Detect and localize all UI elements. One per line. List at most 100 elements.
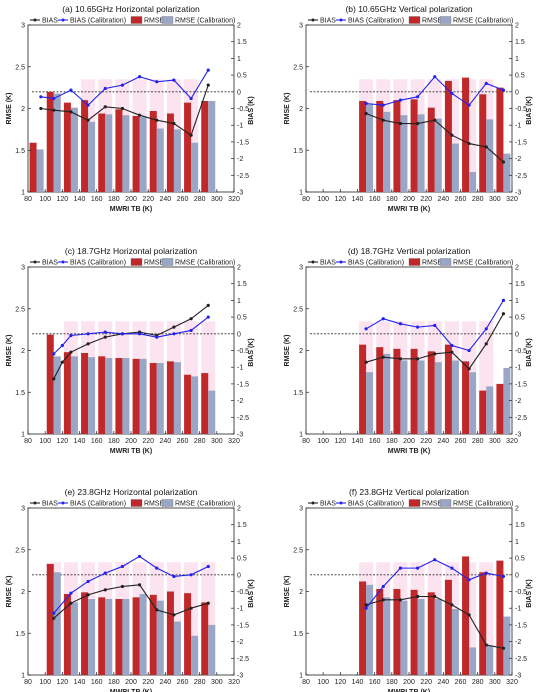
- x-tick-label: 300: [211, 196, 223, 203]
- rmse-cal-bar: [208, 100, 216, 192]
- bias-cal-point: [433, 75, 437, 79]
- rmse-cal-bar: [139, 594, 147, 675]
- bias-point: [86, 342, 90, 346]
- bias-point: [415, 357, 420, 361]
- bias-point: [52, 616, 56, 620]
- bias-point: [484, 145, 488, 149]
- rmse-bar: [496, 383, 504, 434]
- y2-tick-label: -1.5: [515, 622, 527, 629]
- x-axis-label: MWRI TB (K): [110, 689, 152, 692]
- rmse-cal-bar: [53, 572, 61, 675]
- bias-point: [189, 606, 193, 610]
- bias-point: [501, 646, 506, 650]
- bias-cal-point: [120, 564, 125, 569]
- bias-cal-point: [69, 591, 73, 595]
- rmse-cal-bar: [417, 114, 425, 192]
- rmse-cal-bar: [156, 128, 164, 192]
- rmse-cal-bar: [503, 153, 511, 192]
- x-tick-label: 240: [159, 196, 171, 203]
- bias-cal-point: [206, 564, 210, 569]
- bias-point: [69, 601, 73, 605]
- y2-tick-label: 2: [237, 23, 241, 30]
- bias-cal-point: [120, 332, 125, 336]
- rmse-bar: [81, 353, 89, 434]
- x-tick-label: 80: [24, 438, 32, 445]
- bias-point: [69, 350, 73, 354]
- y-tick-label: 2.5: [293, 306, 303, 313]
- rmse-bar: [427, 351, 435, 434]
- x-tick-label: 200: [403, 438, 415, 445]
- y2-axis-label: BIAS (K): [526, 96, 533, 124]
- bias-point: [415, 121, 420, 126]
- y2-axis-label: BIAS (K): [248, 338, 255, 366]
- legend-marker: [339, 501, 343, 505]
- x-tick-label: 320: [228, 438, 240, 445]
- rmse-bar: [427, 107, 435, 192]
- rmse-bar: [132, 597, 140, 675]
- bias-point: [172, 325, 176, 329]
- rmse-cal-bar: [70, 602, 78, 675]
- legend-marker: [61, 18, 65, 22]
- bias-point: [103, 588, 107, 592]
- y2-tick-label: 0.5: [515, 556, 525, 563]
- rmse-cal-bar: [486, 645, 494, 675]
- bias-point: [120, 584, 125, 589]
- rmse-bar: [184, 102, 192, 192]
- rmse-cal-bar: [469, 372, 477, 434]
- rmse-cal-bar: [70, 356, 78, 434]
- y2-axis-label: BIAS (K): [526, 579, 533, 607]
- rmse-bar: [115, 599, 123, 675]
- y2-tick-label: -2: [237, 156, 243, 163]
- y2-tick-label: 1: [515, 539, 519, 546]
- rmse-bar: [444, 80, 452, 192]
- rmse-cal-bar: [417, 360, 425, 434]
- x-tick-label: 80: [24, 679, 32, 686]
- rmse-cal-bar: [36, 149, 44, 192]
- y2-tick-label: 1: [237, 539, 241, 546]
- x-tick-label: 320: [228, 196, 240, 203]
- x-tick-label: 320: [506, 679, 518, 686]
- x-tick-label: 240: [159, 438, 171, 445]
- legend: BIAS BIAS (Calibration) RMSE RMSE (Calibrat…: [308, 258, 513, 267]
- y2-tick-label: -2: [515, 156, 521, 163]
- bias-point: [103, 335, 107, 339]
- y-axis-label: RMSE (K): [284, 93, 291, 125]
- y2-tick-label: 1: [515, 298, 519, 305]
- bias-point: [381, 118, 385, 122]
- bias-line: [53, 584, 209, 619]
- bias-cal-point: [86, 103, 90, 107]
- rmse-bar: [184, 374, 192, 434]
- bias-cal-point: [39, 95, 43, 99]
- y2-tick-label: 0: [237, 331, 241, 338]
- x-tick-label: 180: [108, 438, 120, 445]
- legend-box-swatch: [408, 258, 421, 266]
- bias-cal-point: [86, 332, 90, 336]
- bias-cal-point: [155, 80, 159, 84]
- y2-axis-label: BIAS (K): [248, 96, 255, 124]
- bias-point: [206, 601, 210, 605]
- bias-point: [381, 355, 385, 359]
- bias-cal-point: [467, 578, 471, 582]
- bias-cal-point: [415, 95, 420, 99]
- y-tick-label: 2: [299, 589, 303, 596]
- rmse-bar: [149, 363, 157, 434]
- y-tick-label: 2: [21, 589, 25, 596]
- legend-box-swatch: [439, 16, 452, 24]
- legend-box-swatch: [439, 258, 452, 266]
- bias-cal-point: [172, 78, 176, 82]
- y-tick-label: 3: [21, 506, 25, 513]
- bias-point: [364, 111, 368, 116]
- rmse-bar: [115, 358, 123, 434]
- y2-tick-label: -1: [237, 123, 243, 130]
- rmse-cal-bar: [417, 599, 425, 675]
- bias-point: [450, 350, 454, 354]
- panel-e: 80 100 120 140 160 180 200 220 240 260 280 300 32011…: [6, 487, 255, 692]
- bias-cal-point: [467, 348, 471, 353]
- rmse-cal-bar: [88, 599, 96, 675]
- rmse-cal-bar: [208, 390, 216, 434]
- legend-marker: [311, 18, 315, 22]
- rmse-bar: [359, 581, 367, 675]
- rmse-bar: [393, 348, 401, 434]
- y-tick-label: 2: [21, 348, 25, 355]
- y-tick-label: 1.5: [293, 148, 303, 155]
